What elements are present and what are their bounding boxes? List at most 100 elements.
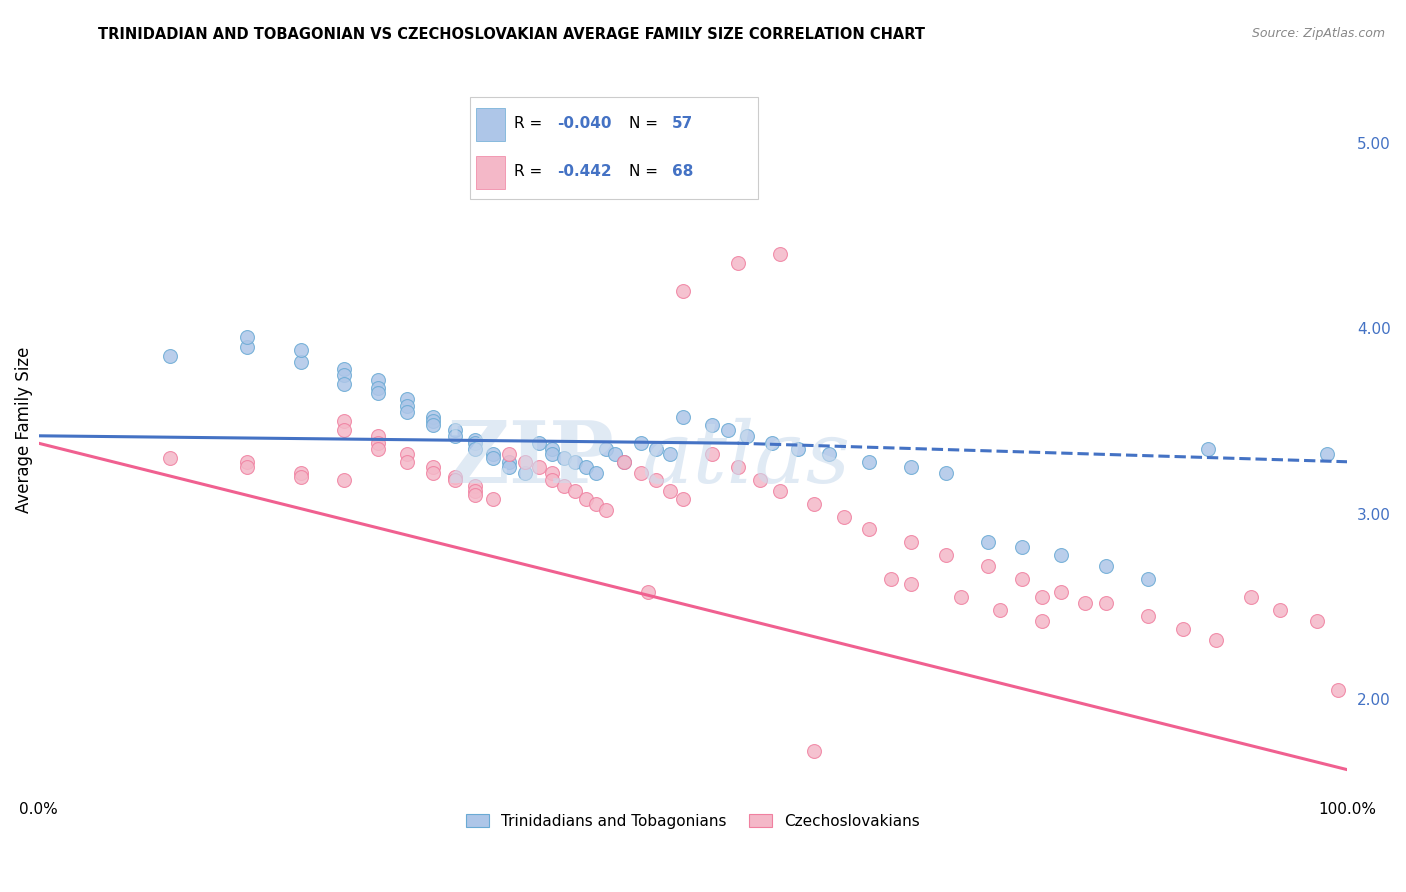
Point <box>540 473 562 487</box>
Point <box>444 429 467 443</box>
Point <box>396 405 419 419</box>
Point <box>235 455 257 469</box>
Point <box>464 436 486 450</box>
Point <box>1011 540 1033 554</box>
Point <box>630 466 652 480</box>
Point <box>818 447 841 461</box>
Point <box>658 484 681 499</box>
Point <box>527 436 550 450</box>
Text: atlas: atlas <box>641 417 849 500</box>
Point <box>1049 584 1071 599</box>
Point <box>702 417 724 432</box>
Point <box>585 466 607 480</box>
Point <box>727 256 749 270</box>
Point <box>553 451 575 466</box>
Point <box>748 473 770 487</box>
Point <box>1239 590 1261 604</box>
Point <box>159 349 181 363</box>
Point <box>553 479 575 493</box>
Point <box>605 447 627 461</box>
Point <box>367 436 389 450</box>
Point <box>1031 615 1053 629</box>
Point <box>761 436 783 450</box>
Point <box>988 603 1011 617</box>
Point <box>482 491 505 506</box>
Point <box>444 469 467 483</box>
Text: TRINIDADIAN AND TOBAGONIAN VS CZECHOSLOVAKIAN AVERAGE FAMILY SIZE CORRELATION CH: TRINIDADIAN AND TOBAGONIAN VS CZECHOSLOV… <box>98 27 925 42</box>
Point <box>702 447 724 461</box>
Point <box>498 447 520 461</box>
Point <box>444 423 467 437</box>
Point <box>367 442 389 456</box>
Point <box>832 510 855 524</box>
Point <box>935 466 957 480</box>
Point <box>672 410 695 425</box>
Point <box>332 423 354 437</box>
Point <box>396 399 419 413</box>
Point <box>880 572 903 586</box>
Point <box>332 414 354 428</box>
Point <box>977 534 1000 549</box>
Point <box>1137 572 1160 586</box>
Point <box>1205 632 1227 647</box>
Point <box>332 376 354 391</box>
Point <box>1095 558 1118 573</box>
Point <box>513 455 536 469</box>
Point <box>786 442 808 456</box>
Point <box>367 429 389 443</box>
Point <box>769 247 792 261</box>
Point <box>290 343 312 358</box>
Point <box>464 479 486 493</box>
Point <box>527 460 550 475</box>
Y-axis label: Average Family Size: Average Family Size <box>15 347 32 514</box>
Point <box>540 447 562 461</box>
Point <box>672 491 695 506</box>
Point <box>672 284 695 298</box>
Point <box>290 466 312 480</box>
Point <box>396 392 419 406</box>
Point <box>1137 608 1160 623</box>
Point <box>803 744 825 758</box>
Point <box>396 447 419 461</box>
Point <box>464 488 486 502</box>
Point <box>464 484 486 499</box>
Point <box>727 460 749 475</box>
Point <box>717 423 740 437</box>
Point <box>613 455 636 469</box>
Point <box>1074 596 1097 610</box>
Point <box>1171 622 1194 636</box>
Point <box>575 460 598 475</box>
Point <box>367 381 389 395</box>
Point <box>1326 682 1348 697</box>
Point <box>290 469 312 483</box>
Point <box>396 455 419 469</box>
Point <box>630 436 652 450</box>
Point <box>949 590 972 604</box>
Point <box>613 455 636 469</box>
Point <box>422 417 444 432</box>
Point <box>900 534 922 549</box>
Point <box>595 503 617 517</box>
Point <box>1305 615 1327 629</box>
Point <box>644 442 666 456</box>
Point <box>422 410 444 425</box>
Point <box>658 447 681 461</box>
Legend: Trinidadians and Tobagonians, Czechoslovakians: Trinidadians and Tobagonians, Czechoslov… <box>460 807 927 835</box>
Point <box>900 577 922 591</box>
Point <box>159 451 181 466</box>
Point <box>498 460 520 475</box>
Point <box>464 433 486 447</box>
Point <box>422 414 444 428</box>
Point <box>367 386 389 401</box>
Point <box>735 429 758 443</box>
Point <box>422 466 444 480</box>
Point <box>575 491 598 506</box>
Point <box>1268 603 1291 617</box>
Point <box>1049 548 1071 562</box>
Point <box>422 460 444 475</box>
Point <box>540 466 562 480</box>
Point <box>332 362 354 376</box>
Point <box>1316 447 1339 461</box>
Point <box>1197 442 1219 456</box>
Point <box>482 451 505 466</box>
